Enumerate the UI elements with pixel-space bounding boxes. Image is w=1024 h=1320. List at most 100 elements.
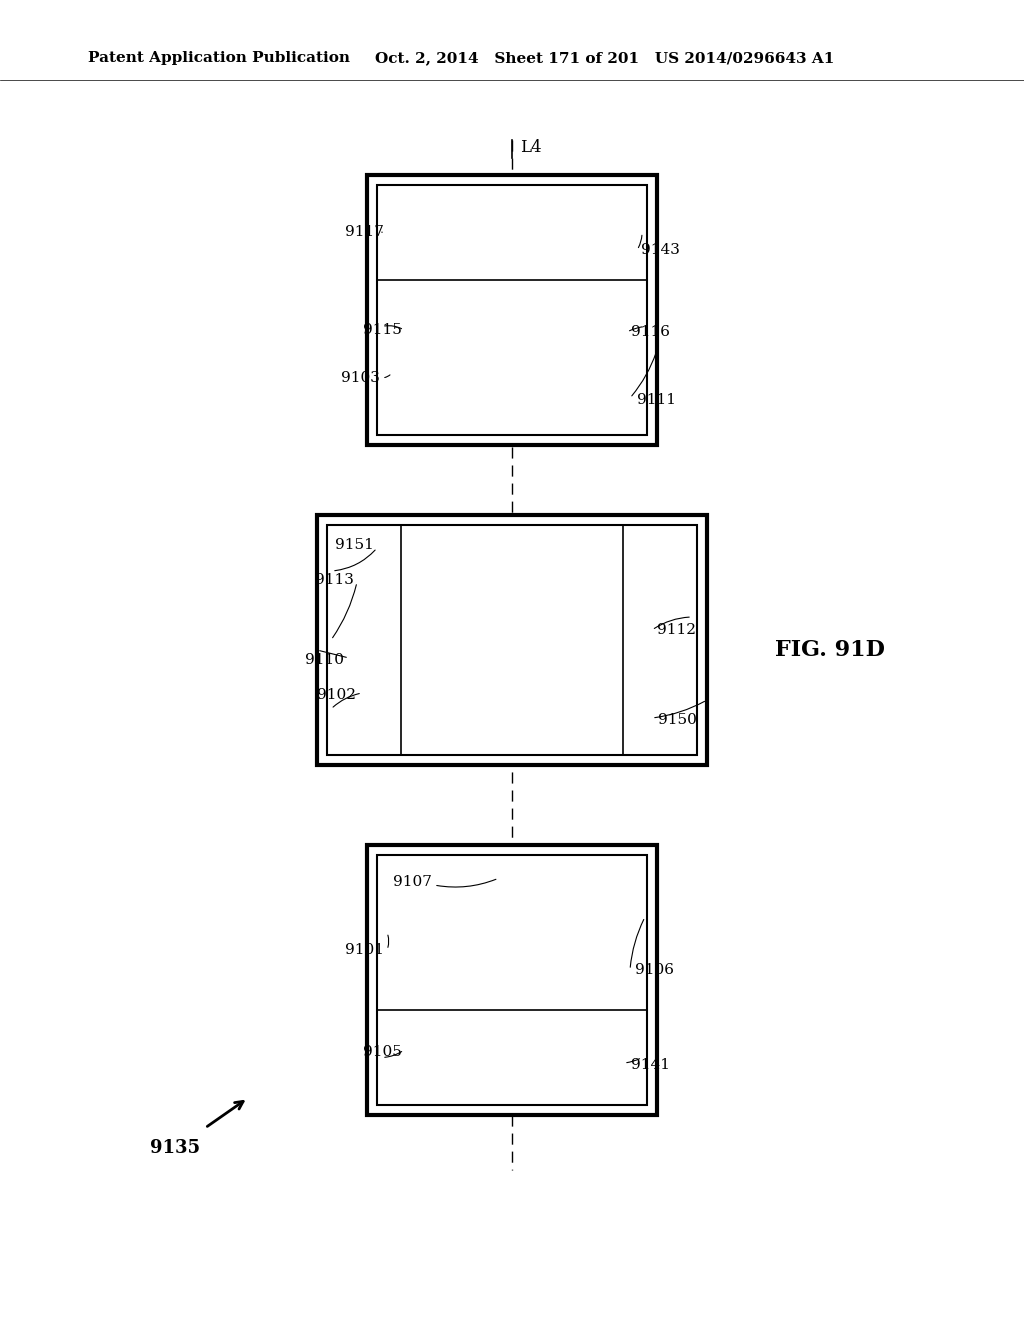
Point <box>611 421 628 442</box>
Point <box>426 669 442 690</box>
Point <box>480 656 497 677</box>
Point <box>582 921 598 942</box>
Point <box>582 884 598 906</box>
Point <box>504 686 520 708</box>
Point <box>522 847 539 869</box>
Point <box>516 723 532 744</box>
Point <box>462 541 478 562</box>
Point <box>456 953 472 974</box>
Point <box>378 978 394 999</box>
Point <box>492 572 508 593</box>
Point <box>552 560 568 581</box>
Point <box>600 541 616 562</box>
Point <box>390 384 407 405</box>
Point <box>564 609 581 630</box>
Point <box>624 891 640 912</box>
Point <box>420 990 436 1011</box>
Point <box>485 866 502 887</box>
Point <box>582 723 598 744</box>
Point <box>540 866 556 887</box>
Point <box>456 681 472 702</box>
Point <box>617 378 634 399</box>
Point <box>600 384 616 405</box>
Point <box>569 675 586 696</box>
Point <box>546 983 562 1005</box>
Point <box>552 693 568 714</box>
Point <box>636 972 652 993</box>
Point <box>552 972 568 993</box>
Point <box>485 359 502 380</box>
Point <box>636 997 652 1018</box>
Point <box>630 297 646 318</box>
Point <box>401 921 418 942</box>
Point <box>498 928 514 949</box>
Point <box>569 378 586 399</box>
Point <box>564 536 581 557</box>
Point <box>420 627 436 648</box>
Point <box>462 742 478 763</box>
Point <box>426 946 442 968</box>
Point <box>510 742 526 763</box>
Point <box>522 669 539 690</box>
Point <box>504 960 520 981</box>
Text: 9101: 9101 <box>344 942 384 957</box>
Point <box>401 946 418 968</box>
Point <box>522 651 539 672</box>
Point <box>396 602 413 623</box>
Point <box>617 396 634 417</box>
Point <box>426 403 442 424</box>
Point <box>485 891 502 912</box>
Point <box>534 953 550 974</box>
Point <box>456 396 472 417</box>
Point <box>546 627 562 648</box>
Point <box>630 898 646 919</box>
Point <box>450 663 466 684</box>
Point <box>480 686 497 708</box>
Point <box>438 597 455 618</box>
Point <box>510 873 526 894</box>
Point <box>606 960 623 981</box>
Point <box>396 632 413 653</box>
Point <box>384 322 400 343</box>
Point <box>569 983 586 1005</box>
Point <box>390 315 407 337</box>
Point <box>558 334 574 355</box>
Point <box>522 675 539 696</box>
Point <box>546 372 562 393</box>
Point <box>462 378 478 399</box>
Point <box>617 310 634 331</box>
Point <box>474 711 490 733</box>
Point <box>624 972 640 993</box>
Point <box>636 935 652 956</box>
Point <box>569 723 586 744</box>
Point <box>569 279 586 300</box>
Point <box>606 384 623 405</box>
Point <box>630 416 646 437</box>
Point <box>606 529 623 550</box>
Point <box>540 681 556 702</box>
Point <box>414 916 430 937</box>
Point <box>474 997 490 1018</box>
Point <box>558 578 574 599</box>
Point <box>492 285 508 306</box>
Point <box>504 334 520 355</box>
Point <box>588 723 604 744</box>
Point <box>575 965 592 986</box>
Point <box>426 866 442 887</box>
Point <box>504 651 520 672</box>
Point <box>456 884 472 906</box>
Point <box>546 524 562 545</box>
Point <box>558 730 574 751</box>
Point <box>396 705 413 726</box>
Point <box>606 921 623 942</box>
Point <box>456 717 472 738</box>
Point <box>552 597 568 618</box>
Point <box>401 884 418 906</box>
Point <box>600 597 616 618</box>
Point <box>582 292 598 313</box>
Point <box>564 960 581 981</box>
Point <box>588 935 604 956</box>
Point <box>606 602 623 623</box>
Point <box>527 644 544 665</box>
Point <box>498 935 514 956</box>
